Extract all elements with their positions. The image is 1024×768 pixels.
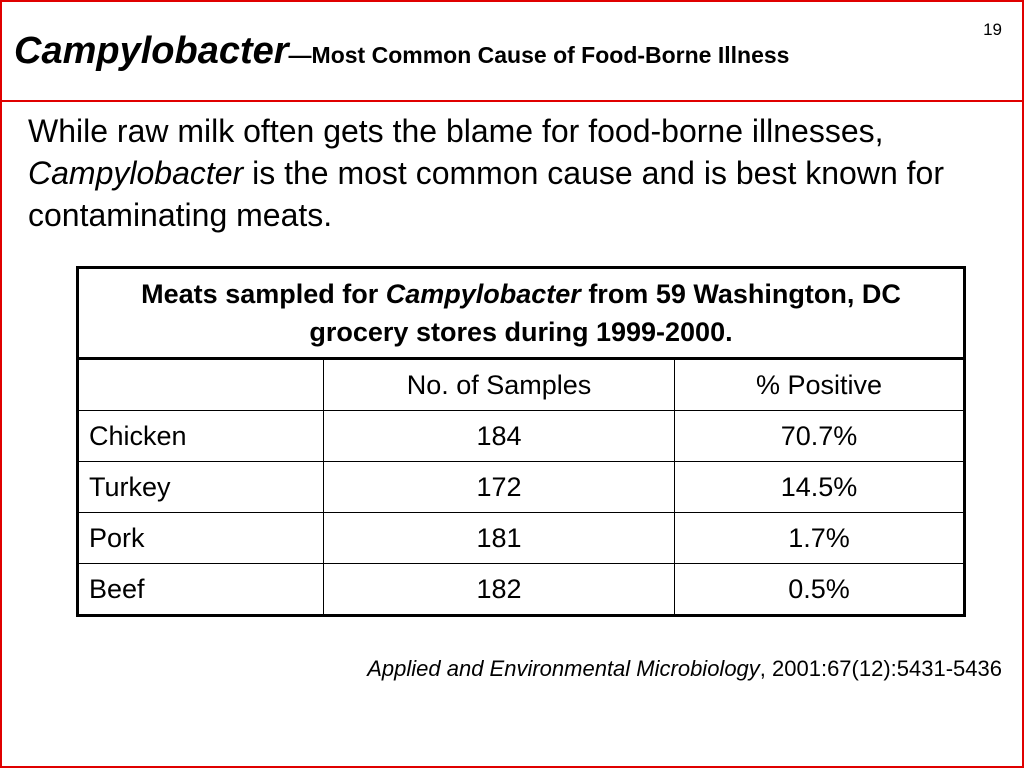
table-cell-positive: 1.7% bbox=[674, 512, 965, 564]
table-cell-samples: 181 bbox=[323, 512, 675, 564]
table-row: Beef 182 0.5% bbox=[77, 563, 965, 616]
campylobacter-data-table: Meats sampled for Campylobacter from 59 … bbox=[76, 266, 966, 617]
table-cell-positive: 70.7% bbox=[674, 410, 965, 462]
body-text-italic: Campylobacter bbox=[28, 155, 244, 191]
slide-title-main: Campylobacter bbox=[14, 30, 289, 72]
table-caption: Meats sampled for Campylobacter from 59 … bbox=[77, 267, 965, 360]
table-cell-samples: 182 bbox=[323, 563, 675, 616]
body-text-part2: is the most common cause and is best kno… bbox=[28, 155, 944, 233]
table-caption-italic: Campylobacter bbox=[385, 279, 581, 309]
table-row: Turkey 172 14.5% bbox=[77, 461, 965, 513]
citation-journal: Applied and Environmental Microbiology bbox=[367, 656, 760, 681]
table-cell-samples: 172 bbox=[323, 461, 675, 513]
slide-title-sub: —Most Common Cause of Food-Borne Illness bbox=[288, 42, 790, 68]
table-cell-meat: Chicken bbox=[77, 410, 324, 462]
body-paragraph: While raw milk often gets the blame for … bbox=[28, 110, 988, 236]
table-cell-meat: Pork bbox=[77, 512, 324, 564]
table-cell-meat: Turkey bbox=[77, 461, 324, 513]
table-cell-positive: 14.5% bbox=[674, 461, 965, 513]
body-text-part1: While raw milk often gets the blame for … bbox=[28, 113, 884, 149]
table-cell-samples: 184 bbox=[323, 410, 675, 462]
citation: Applied and Environmental Microbiology, … bbox=[367, 656, 1002, 682]
page-number: 19 bbox=[983, 20, 1002, 39]
table-cell-positive: 0.5% bbox=[674, 563, 965, 616]
table-header-empty bbox=[77, 358, 324, 411]
table-caption-part1: Meats sampled for bbox=[141, 279, 386, 309]
table-header-positive: % Positive bbox=[674, 358, 965, 411]
table-header-samples: No. of Samples bbox=[323, 358, 675, 411]
title-band: 19 Campylobacter—Most Common Cause of Fo… bbox=[2, 2, 1022, 102]
slide-title: Campylobacter—Most Common Cause of Food-… bbox=[14, 30, 789, 73]
table-caption-part2: from 59 Washington, DC grocery stores du… bbox=[309, 279, 901, 347]
table-caption-row: Meats sampled for Campylobacter from 59 … bbox=[77, 267, 965, 360]
table-header-row: No. of Samples % Positive bbox=[77, 358, 965, 411]
table-row: Pork 181 1.7% bbox=[77, 512, 965, 564]
table-row: Chicken 184 70.7% bbox=[77, 410, 965, 462]
citation-ref: , 2001:67(12):5431-5436 bbox=[759, 656, 1002, 681]
table-cell-meat: Beef bbox=[77, 563, 324, 616]
